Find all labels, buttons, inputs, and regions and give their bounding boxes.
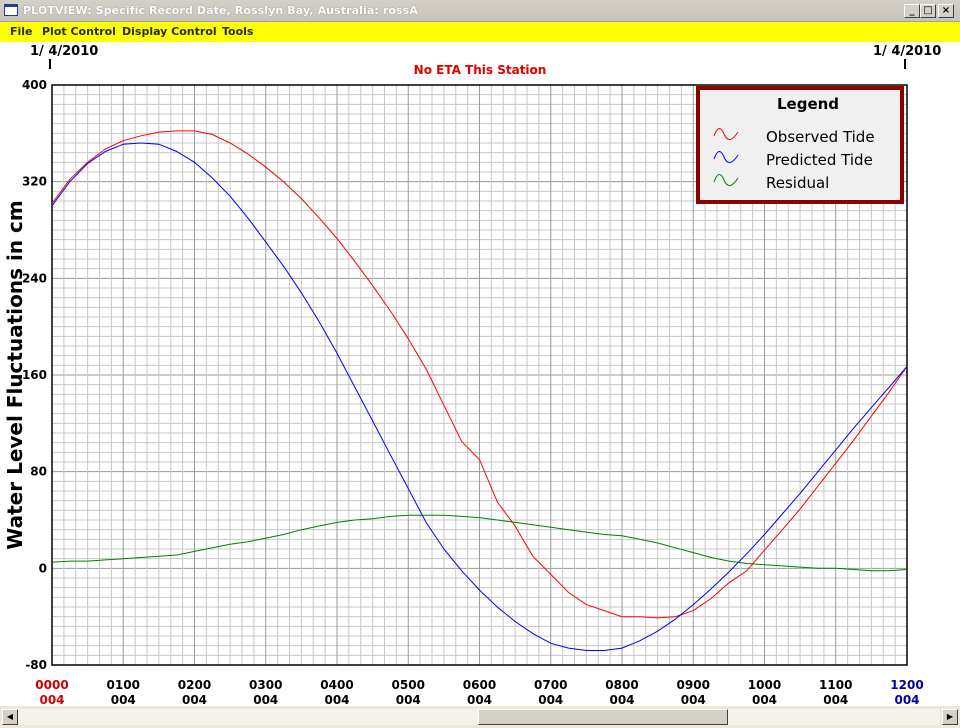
x-tick-label: 1000 bbox=[748, 678, 781, 692]
series-residual bbox=[51, 514, 908, 572]
plot-area: -80 0 80 160 240 320 400 0000 004 0100 004 0200 004… bbox=[0, 42, 960, 707]
window-title: PLOTVIEW: Specific Record Date, Rosslyn … bbox=[23, 4, 418, 17]
app-window-icon bbox=[4, 4, 18, 16]
menu-file[interactable]: File bbox=[10, 25, 33, 38]
legend-title: Legend bbox=[777, 95, 839, 113]
horizontal-scrollbar[interactable]: ◀ ▶ bbox=[0, 706, 960, 728]
x-tick-sublabel: 004 bbox=[111, 693, 136, 706]
close-button[interactable]: × bbox=[938, 4, 954, 18]
x-tick-label: 0300 bbox=[249, 678, 282, 692]
y-tick-label: -80 bbox=[25, 658, 47, 672]
x-tick-sublabel: 004 bbox=[396, 693, 421, 706]
maximize-button[interactable]: □ bbox=[920, 4, 936, 18]
x-tick-label: 0800 bbox=[605, 678, 638, 692]
plot-frame bbox=[51, 84, 908, 666]
menu-bar: File Plot Control Display Control Tools bbox=[0, 22, 960, 42]
x-tick-sublabel: 004 bbox=[538, 693, 563, 706]
scroll-left-button[interactable]: ◀ bbox=[2, 709, 18, 725]
x-tick-label: 0700 bbox=[534, 678, 567, 692]
x-tick-sublabel: 004 bbox=[681, 693, 706, 706]
x-tick-sublabel: 004 bbox=[324, 693, 349, 706]
x-tick-sublabel: 004 bbox=[894, 693, 919, 706]
x-tick-label: 0000 bbox=[35, 678, 68, 692]
title-bar: PLOTVIEW: Specific Record Date, Rosslyn … bbox=[0, 0, 960, 22]
legend-residual-swatch bbox=[713, 174, 739, 186]
y-tick-label: 320 bbox=[22, 175, 47, 189]
legend-predicted-label: Predicted Tide bbox=[766, 151, 873, 169]
legend-observed-swatch bbox=[713, 128, 739, 140]
menu-tools[interactable]: Tools bbox=[222, 25, 254, 38]
x-tick-label: 0100 bbox=[107, 678, 140, 692]
x-tick-sublabel: 004 bbox=[823, 693, 848, 706]
x-tick-label: 1100 bbox=[819, 678, 852, 692]
legend-observed-label: Observed Tide bbox=[766, 128, 875, 146]
series-predicted-tide bbox=[51, 142, 908, 651]
y-tick-label: 160 bbox=[22, 368, 47, 382]
x-tick-label: 0900 bbox=[677, 678, 710, 692]
x-tick-sublabel: 004 bbox=[752, 693, 777, 706]
x-tick-sublabel: 004 bbox=[467, 693, 492, 706]
x-tick-sublabel: 004 bbox=[182, 693, 207, 706]
x-tick-label: 0400 bbox=[320, 678, 353, 692]
y-axis-ticks: -80 0 80 160 240 320 400 bbox=[22, 78, 47, 672]
x-tick-sublabel: 004 bbox=[609, 693, 634, 706]
x-axis-ticks: 0000004010000402000040300004040000405000… bbox=[35, 678, 923, 707]
x-tick-label: 0600 bbox=[463, 678, 496, 692]
legend-residual-label: Residual bbox=[766, 174, 829, 192]
x-tick-label: 1200 bbox=[890, 678, 923, 692]
x-tick-label: 0500 bbox=[392, 678, 425, 692]
legend-predicted-swatch bbox=[713, 151, 739, 163]
status-message: No ETA This Station bbox=[414, 63, 547, 77]
x-tick-sublabel: 004 bbox=[253, 693, 278, 706]
x-tick-label: 0200 bbox=[178, 678, 211, 692]
y-tick-label: 400 bbox=[22, 78, 47, 92]
y-tick-label: 0 bbox=[39, 561, 47, 575]
date-right-label: 1/ 4/2010 bbox=[873, 44, 941, 59]
series-layer bbox=[51, 130, 908, 651]
y-axis-label: Water Level Fluctuations in cm bbox=[3, 200, 27, 549]
scroll-track[interactable] bbox=[18, 709, 940, 725]
series-observed-tide bbox=[51, 130, 908, 619]
minimize-button[interactable]: _ bbox=[904, 4, 920, 18]
legend-box bbox=[696, 86, 904, 204]
x-tick-sublabel: 004 bbox=[39, 693, 64, 706]
scroll-right-button[interactable]: ▶ bbox=[942, 709, 958, 725]
menu-plot-control[interactable]: Plot Control bbox=[42, 25, 116, 38]
y-tick-label: 240 bbox=[22, 271, 47, 285]
legend: Legend Observed Tide Predicted Tide Resi… bbox=[696, 86, 904, 204]
scroll-thumb[interactable] bbox=[478, 709, 728, 725]
menu-display-control[interactable]: Display Control bbox=[122, 25, 217, 38]
y-tick-label: 80 bbox=[30, 465, 47, 479]
date-left-label: 1/ 4/2010 bbox=[30, 44, 98, 59]
